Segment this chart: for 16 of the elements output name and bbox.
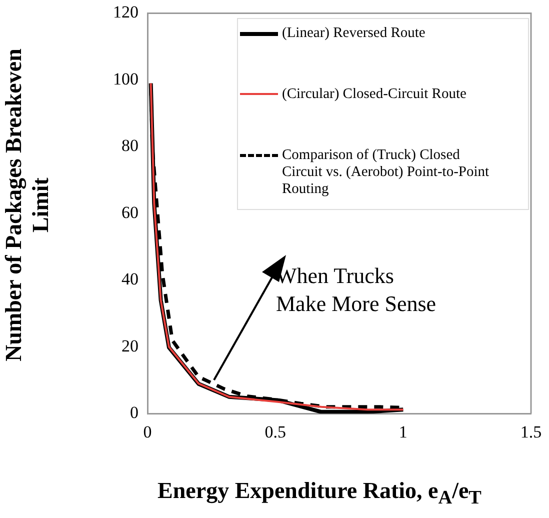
legend-label: (Linear) Reversed Route	[282, 25, 426, 42]
y-tick-label: 20	[122, 336, 138, 356]
y-tick-label: 80	[122, 136, 138, 156]
y-tick-label: 60	[122, 202, 138, 222]
x-tick-label: 0.5	[264, 422, 286, 442]
x-axis-title: Energy Expenditure Ratio, e$_{A}$/e$_{T}$	[156, 478, 482, 510]
y-axis-title: Number of Packages Breakeven Limit	[0, 48, 54, 364]
y-tick-label: 0	[130, 403, 138, 422]
y-tick-label: 120	[113, 2, 138, 22]
y-tick-label: 40	[122, 270, 138, 289]
x-tick-label: 1.5	[520, 422, 542, 442]
legend-label: (Circular) Closed-Circuit Route	[282, 86, 468, 103]
x-tick-label: 1	[398, 422, 408, 442]
y-tick-label: 100	[113, 69, 138, 88]
legend-label: Comparison of (Truck) Closed Circuit vs. (Aerobot) Point-to-Point Routing	[282, 147, 490, 198]
x-tick-label: 0	[143, 422, 152, 442]
